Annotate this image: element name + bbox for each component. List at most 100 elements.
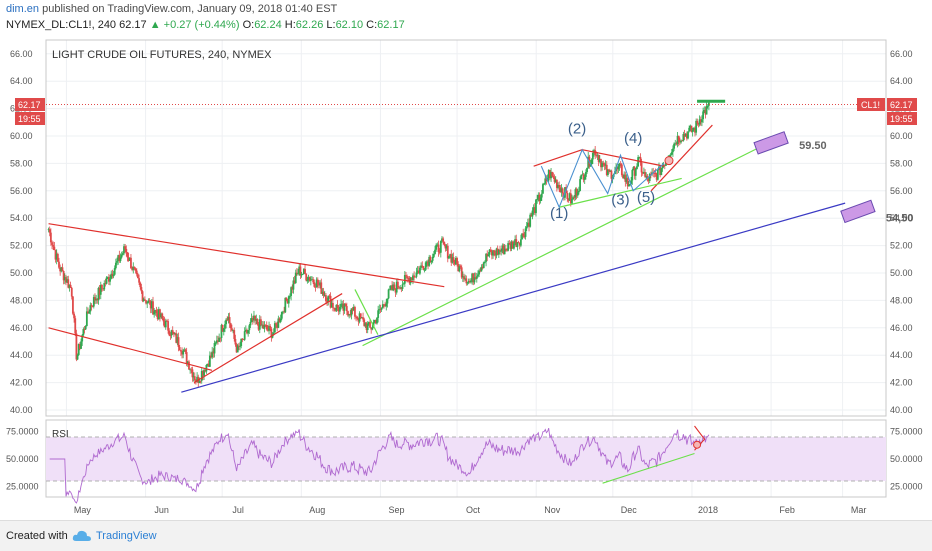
candle-body: [56, 253, 59, 262]
candle-body: [461, 276, 464, 278]
candle-body: [412, 275, 414, 281]
candle-body: [315, 279, 318, 288]
candle-body: [638, 157, 641, 158]
candle-body: [337, 308, 340, 312]
candle-body: [603, 163, 606, 166]
candle-body: [502, 245, 505, 255]
candle-body: [359, 313, 362, 319]
x-tick: Jul: [232, 505, 244, 515]
candle-body: [576, 192, 579, 196]
target-box-group: [753, 131, 789, 155]
candle-body: [501, 245, 504, 251]
candle-body: [551, 171, 554, 177]
candle-body: [61, 267, 64, 271]
candle-body: [276, 324, 279, 328]
candle-body: [179, 350, 182, 352]
green-trendline: [362, 142, 769, 347]
candle-body: [117, 255, 120, 262]
candle-body: [133, 266, 136, 269]
candle-body: [175, 333, 178, 343]
candle-body: [384, 304, 387, 307]
candle-body: [458, 266, 461, 272]
candle-body: [584, 172, 587, 177]
candle-body: [298, 266, 301, 274]
candle-body: [484, 261, 486, 263]
candle-body: [629, 183, 631, 186]
candle-body: [241, 338, 244, 340]
candle-body: [68, 284, 71, 288]
candle-body: [533, 207, 536, 214]
red-trendline: [650, 124, 713, 192]
candle-body: [266, 329, 269, 331]
y-tick-right: 40.00: [890, 405, 913, 415]
candle-body: [159, 309, 161, 318]
candle-body: [171, 330, 174, 333]
time-badge-left-text: 19:55: [18, 114, 41, 124]
red-trendline: [582, 149, 664, 167]
candle-body: [451, 257, 454, 263]
candle-body: [203, 369, 205, 376]
candle-body: [415, 272, 418, 277]
candle-body: [697, 123, 700, 125]
rsi-tick-right: 50.0000: [890, 454, 923, 464]
candle-body: [698, 119, 701, 125]
candle-body: [358, 313, 361, 322]
candle-body: [269, 326, 272, 329]
candle-body: [349, 314, 352, 316]
candle-body: [221, 324, 224, 332]
author-link[interactable]: dim.en: [6, 3, 40, 15]
candle-body: [675, 143, 678, 145]
candle-body: [557, 184, 559, 188]
candle-body: [670, 152, 673, 155]
candle-body: [328, 295, 331, 297]
candle-body: [199, 380, 202, 382]
candle-body: [82, 329, 85, 336]
x-tick: Nov: [544, 505, 561, 515]
candle-body: [268, 326, 270, 331]
candle-body: [308, 277, 311, 281]
candle-body: [460, 267, 463, 278]
candle-body: [663, 165, 666, 166]
candle-body: [499, 249, 501, 252]
candle-body: [47, 229, 50, 231]
green-trendline: [559, 177, 682, 208]
candle-body: [681, 140, 684, 142]
candle-body: [150, 301, 153, 309]
candle-body: [493, 250, 496, 254]
candle-body: [518, 242, 521, 246]
candle-body: [225, 319, 228, 325]
candle-body: [49, 232, 52, 243]
candle-body: [76, 354, 79, 360]
candle-body: [196, 376, 199, 383]
candle-body: [392, 284, 395, 291]
candle-body: [186, 361, 189, 364]
candle-body: [85, 311, 88, 327]
chart-area[interactable]: LIGHT CRUDE OIL FUTURES, 240, NYMEX (1) (…: [0, 0, 932, 520]
candle-body: [386, 298, 389, 304]
candle-body: [305, 273, 308, 281]
candle-body: [167, 321, 169, 331]
candle-body: [334, 308, 337, 311]
tradingview-cloud-icon: [72, 530, 91, 541]
candle-body: [416, 270, 419, 273]
candle-body: [417, 270, 420, 274]
candle-body: [265, 325, 268, 330]
candle-body: [218, 337, 221, 342]
candle-body: [674, 143, 677, 145]
candle-body: [217, 340, 219, 342]
candle-body: [191, 369, 194, 378]
candle-body: [452, 257, 455, 262]
candle-body: [91, 306, 94, 307]
y-tick-left: 58.00: [10, 158, 33, 168]
candle-body: [409, 277, 412, 284]
tradingview-link[interactable]: TradingView: [96, 530, 157, 542]
candle-body: [153, 311, 156, 315]
y-tick-right: 54.00: [890, 213, 913, 223]
candle-body: [517, 242, 520, 243]
candle-body: [602, 162, 605, 164]
time-badge-left: [15, 112, 45, 125]
candle-body: [147, 300, 150, 303]
candle-body: [142, 299, 145, 301]
rsi-tick-left: 75.0000: [6, 427, 39, 437]
candle-body: [511, 241, 514, 249]
